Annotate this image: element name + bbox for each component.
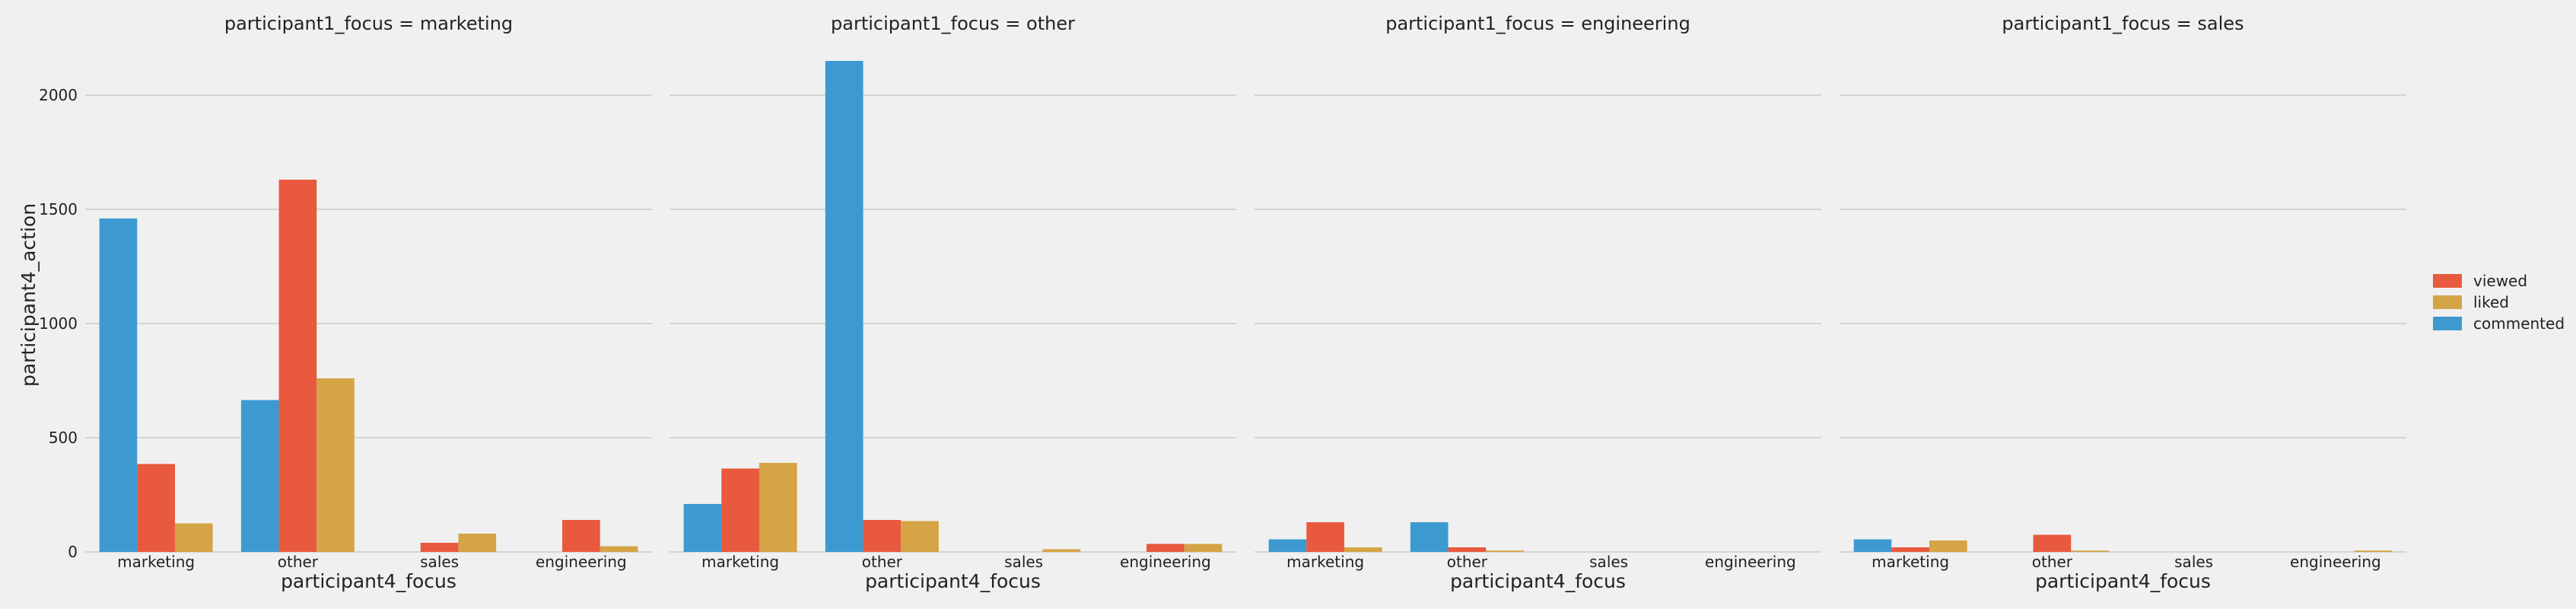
bar-commented-other bbox=[1410, 522, 1449, 552]
legend-swatch-liked bbox=[2433, 295, 2462, 309]
bar-viewed-other bbox=[278, 180, 317, 552]
facet-panel-3: participant1_focus = engineering marketin… bbox=[1255, 13, 1821, 592]
legend-label-liked: liked bbox=[2473, 293, 2509, 311]
y-axis-label: participant4_action bbox=[17, 203, 40, 387]
x-axis-label: participant4_focus bbox=[865, 570, 1041, 592]
bar-viewed-sales bbox=[420, 543, 459, 552]
x-tick-label: engineering bbox=[1705, 553, 1796, 571]
legend-swatch-viewed bbox=[2433, 274, 2462, 288]
bar-viewed-other bbox=[1448, 547, 1487, 552]
bar-viewed-engineering bbox=[562, 520, 600, 552]
y-tick-label: 0 bbox=[68, 543, 78, 561]
x-axis-label: participant4_focus bbox=[1450, 570, 1626, 592]
x-tick-label: sales bbox=[1004, 553, 1043, 571]
bar-viewed-marketing bbox=[721, 468, 759, 552]
facet-panel-4: participant1_focus = sales marketing other… bbox=[1840, 13, 2406, 592]
bar-liked-other bbox=[2071, 550, 2109, 552]
bar-liked-marketing bbox=[1929, 540, 1967, 552]
bar-viewed-marketing bbox=[1306, 522, 1344, 552]
bar-liked-other bbox=[901, 521, 939, 552]
bar-commented-marketing bbox=[1268, 539, 1307, 552]
bar-commented-other bbox=[825, 61, 863, 552]
legend-label-viewed: viewed bbox=[2473, 272, 2527, 290]
x-axis-label: participant4_focus bbox=[281, 570, 456, 592]
bar-viewed-marketing bbox=[137, 464, 175, 552]
x-tick-label: marketing bbox=[117, 553, 195, 571]
x-axis-label: participant4_focus bbox=[2035, 570, 2211, 592]
x-tick-label: engineering bbox=[1120, 553, 1211, 571]
facet-title: participant1_focus = engineering bbox=[1385, 13, 1690, 34]
y-tick-label: 1000 bbox=[39, 314, 78, 333]
bar-liked-sales bbox=[458, 534, 497, 552]
bar-liked-sales bbox=[1042, 549, 1081, 552]
bar-liked-other bbox=[1486, 550, 1524, 552]
facet-title: participant1_focus = other bbox=[831, 13, 1075, 34]
x-tick-label: sales bbox=[2174, 553, 2213, 571]
bar-viewed-other bbox=[2033, 534, 2072, 552]
legend-label-commented: commented bbox=[2473, 314, 2565, 333]
bar-viewed-marketing bbox=[1891, 547, 1929, 552]
bar-commented-marketing bbox=[683, 504, 722, 552]
facet-title: participant1_focus = sales bbox=[2002, 13, 2244, 34]
bar-liked-engineering bbox=[2354, 550, 2393, 552]
facet-title: participant1_focus = marketing bbox=[224, 13, 513, 34]
x-tick-label: marketing bbox=[1286, 553, 1364, 571]
y-tick-label: 500 bbox=[49, 429, 78, 447]
bar-liked-marketing bbox=[758, 463, 797, 552]
facet-panel-2: participant1_focus = other marketing other… bbox=[669, 13, 1236, 592]
y-tick-label: 2000 bbox=[39, 86, 78, 104]
bar-viewed-other bbox=[863, 520, 902, 552]
legend-swatch-commented bbox=[2433, 317, 2462, 330]
bar-liked-engineering bbox=[1184, 544, 1223, 552]
bar-commented-other bbox=[240, 400, 279, 552]
x-tick-label: other bbox=[278, 553, 319, 571]
facet-panel-1: participant1_focus = marketing marketing o… bbox=[85, 13, 652, 592]
x-tick-label: other bbox=[2032, 553, 2073, 571]
bar-liked-other bbox=[316, 378, 355, 552]
y-tick-label: 1500 bbox=[39, 200, 78, 218]
bar-liked-marketing bbox=[174, 523, 213, 552]
bar-commented-marketing bbox=[99, 218, 138, 552]
x-tick-label: sales bbox=[420, 553, 459, 571]
x-tick-label: other bbox=[862, 553, 903, 571]
x-tick-label: sales bbox=[1589, 553, 1628, 571]
bar-liked-engineering bbox=[599, 546, 638, 552]
x-tick-label: engineering bbox=[536, 553, 627, 571]
x-tick-label: other bbox=[1447, 553, 1488, 571]
bar-commented-marketing bbox=[1853, 539, 1892, 552]
x-tick-label: marketing bbox=[701, 553, 779, 571]
x-tick-label: engineering bbox=[2290, 553, 2381, 571]
bar-liked-marketing bbox=[1344, 547, 1382, 552]
x-tick-label: marketing bbox=[1872, 553, 1949, 571]
bar-viewed-engineering bbox=[1146, 544, 1185, 552]
legend: viewed liked commented bbox=[2433, 272, 2565, 333]
